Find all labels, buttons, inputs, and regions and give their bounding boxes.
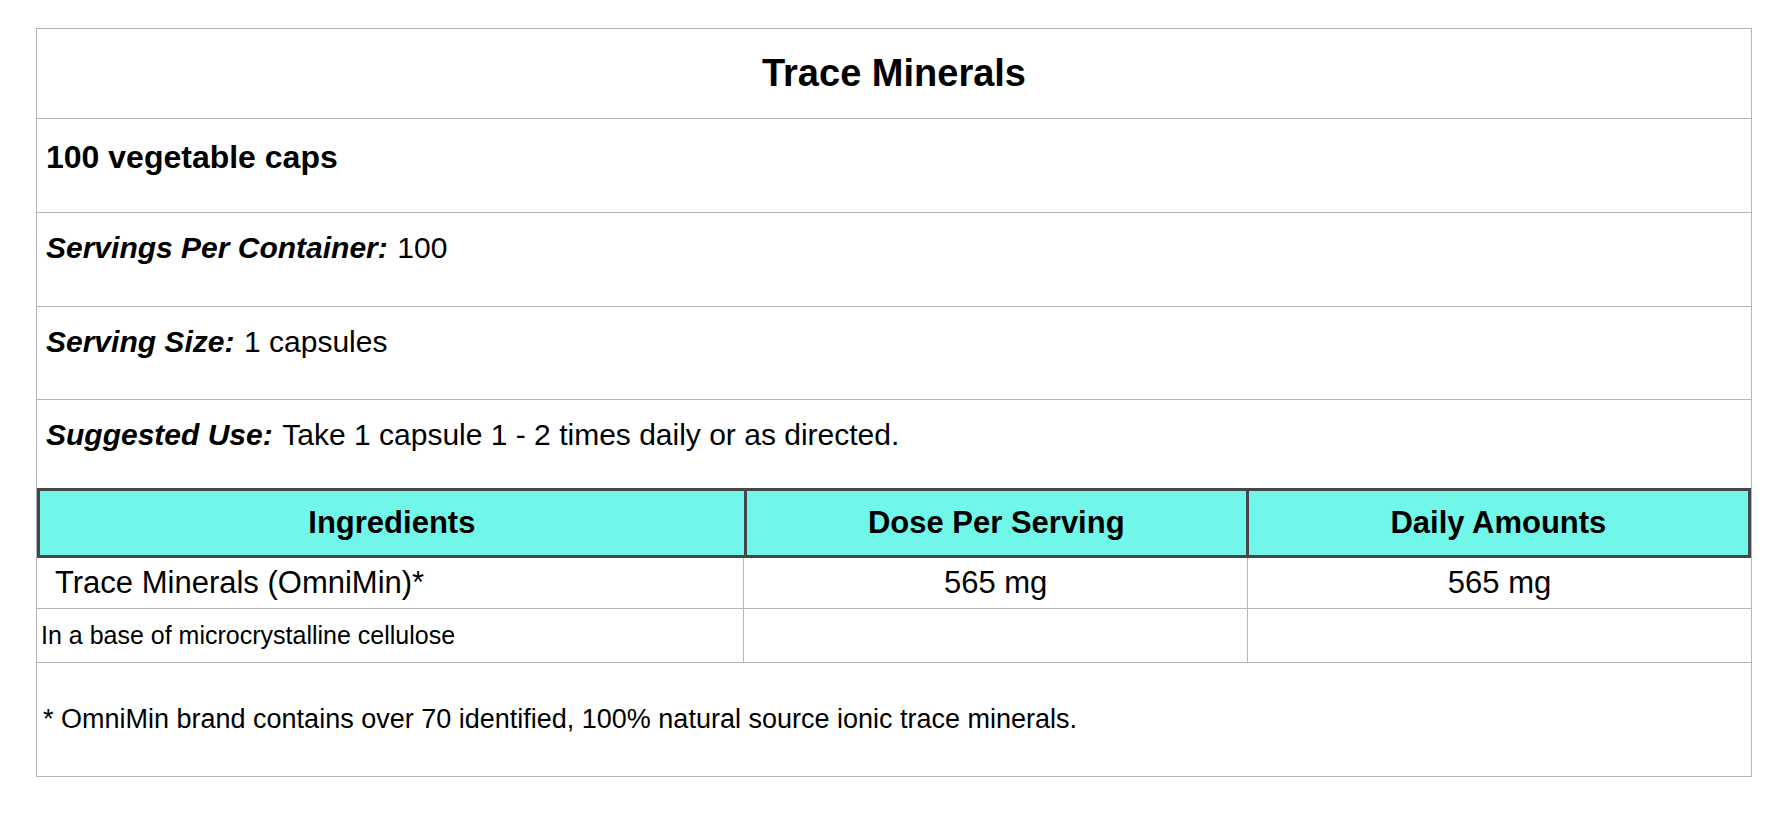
serving-size-label: Serving Size: <box>46 325 234 358</box>
product-title: Trace Minerals <box>37 29 1751 119</box>
servings-per-container-value: 100 <box>397 231 447 264</box>
supplement-facts-table: Trace Minerals 100 vegetable caps Servin… <box>36 28 1752 777</box>
serving-size-value: 1 capsules <box>244 325 387 358</box>
column-header-ingredients: Ingredients <box>40 491 744 555</box>
footnote: * OmniMin brand contains over 70 identif… <box>37 663 1751 776</box>
suggested-use-label: Suggested Use: <box>46 418 273 451</box>
supplement-label-page: Trace Minerals 100 vegetable caps Servin… <box>0 0 1789 818</box>
table-row: In a base of microcrystalline cellulose <box>37 609 1751 663</box>
ingredient-base-note: In a base of microcrystalline cellulose <box>37 609 743 662</box>
ingredient-name: Trace Minerals (OmniMin)* <box>37 558 743 608</box>
column-header-dose-per-serving: Dose Per Serving <box>744 491 1246 555</box>
servings-per-container-label: Servings Per Container: <box>46 231 388 264</box>
dose-per-serving-empty <box>743 609 1247 662</box>
servings-per-container-row: Servings Per Container: 100 <box>37 213 1751 307</box>
ingredients-table-header: Ingredients Dose Per Serving Daily Amoun… <box>37 488 1751 558</box>
daily-amount-empty <box>1247 609 1751 662</box>
dose-per-serving-value: 565 mg <box>743 558 1247 608</box>
column-header-daily-amounts: Daily Amounts <box>1246 491 1748 555</box>
serving-size-row: Serving Size: 1 capsules <box>37 307 1751 400</box>
suggested-use-row: Suggested Use: Take 1 capsule 1 - 2 times… <box>37 400 1751 488</box>
suggested-use-value: Take 1 capsule 1 - 2 times daily or as d… <box>282 418 899 451</box>
daily-amount-value: 565 mg <box>1247 558 1751 608</box>
quantity-row: 100 vegetable caps <box>37 119 1751 213</box>
table-row: Trace Minerals (OmniMin)* 565 mg 565 mg <box>37 558 1751 609</box>
